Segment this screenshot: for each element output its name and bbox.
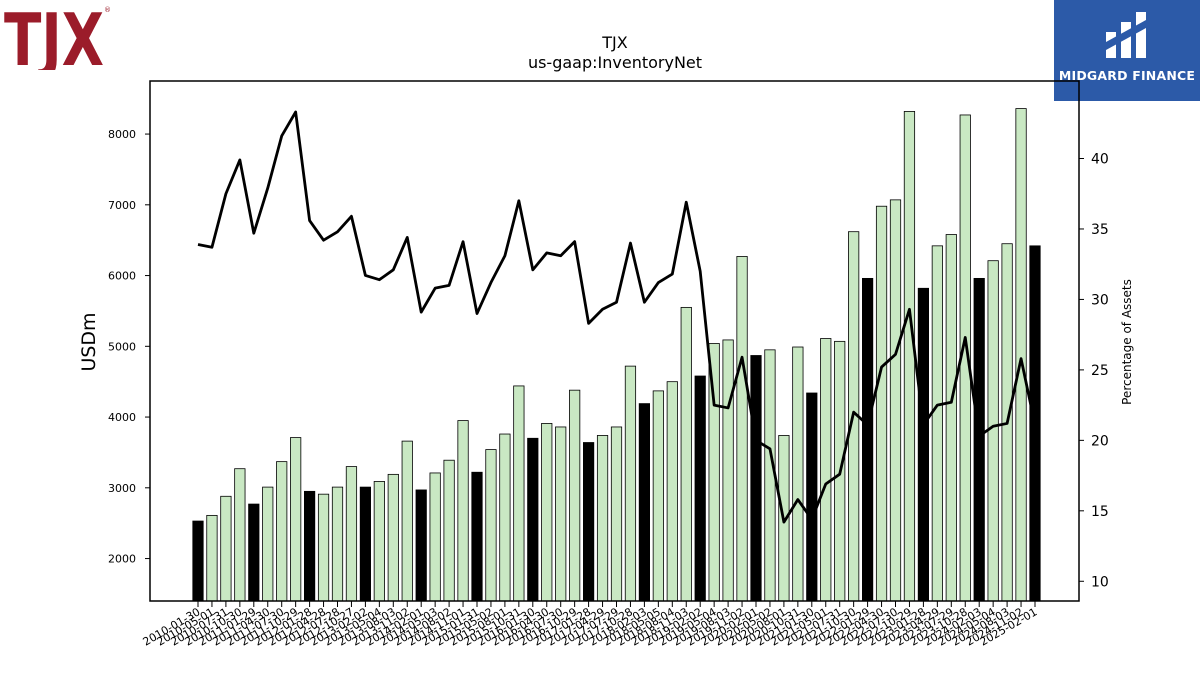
y-tick-label: 7000 [108, 199, 136, 212]
bar-2015-05-02 [485, 449, 497, 602]
bar-2017-01-28 [583, 442, 595, 602]
y2-tick-label: 10 [1091, 574, 1109, 590]
bar-2016-10-29 [569, 389, 581, 602]
bar-2013-05-04 [373, 481, 385, 602]
y2-tick-label: 15 [1091, 504, 1109, 520]
y2-tick-label: 30 [1091, 292, 1109, 308]
bar-2011-10-29 [290, 437, 302, 602]
bar-2024-11-02 [1015, 108, 1027, 602]
y-tick-label: 2000 [108, 553, 136, 566]
percentage-line [197, 110, 1037, 524]
bar-2022-04-30 [875, 205, 888, 602]
plot-frame [149, 80, 1080, 602]
bar-2015-08-01 [499, 433, 511, 602]
y2-tick-label: 40 [1091, 152, 1109, 168]
y-tick-label: 4000 [108, 411, 136, 424]
bar-2011-01-29 [248, 503, 260, 602]
midgard-logo-text: MIDGARD FINANCE [1058, 68, 1196, 83]
bar-2016-04-30 [541, 423, 553, 602]
bar-2012-10-27 [345, 466, 358, 602]
bar-2023-04-29 [931, 245, 943, 602]
bar-2020-05-02 [764, 349, 776, 602]
y2-tick-label: 35 [1091, 222, 1109, 238]
line-series [197, 110, 1037, 524]
y2-tick-label: 25 [1091, 363, 1109, 379]
bar-2016-01-30 [527, 437, 539, 602]
bar-2014-08-02 [443, 459, 455, 602]
bar-2023-07-29 [945, 234, 957, 602]
bar-2012-01-28 [303, 490, 316, 602]
bar-2022-01-29 [862, 277, 874, 602]
y-tick-label: 8000 [108, 128, 136, 141]
bar-2012-04-28 [317, 493, 330, 602]
bar-2017-07-29 [610, 426, 623, 602]
bar-2018-05-05 [652, 390, 664, 602]
bar-2018-11-03 [680, 306, 692, 602]
bar-2010-05-01 [206, 514, 218, 602]
tjx-logo: TJX ® [4, 0, 116, 82]
y2-tick-label: 20 [1091, 433, 1109, 449]
axes: 2000 3000 4000 5000 6000 7000 8000 10 15 20 25 30 35… [108, 128, 1109, 649]
bar-2010-07-31 [220, 495, 232, 602]
bar-2013-11-02 [401, 440, 413, 602]
bar-2019-02-02 [694, 375, 706, 602]
registered-mark-icon: ® [104, 6, 111, 14]
bar-2019-11-02 [736, 256, 748, 602]
bar-2013-02-02 [359, 486, 372, 602]
bar-2012-07-28 [331, 486, 344, 602]
y-axis-label: USDm [78, 312, 100, 371]
bar-2013-08-03 [387, 473, 399, 602]
bar-2021-01-30 [806, 392, 818, 602]
bar-2011-07-30 [276, 461, 288, 602]
bar-2017-04-29 [596, 435, 609, 602]
y-tick-label: 3000 [108, 482, 136, 495]
bar-2022-10-29 [903, 111, 916, 602]
bar-series [192, 108, 1041, 602]
midgard-logo-icon [1106, 12, 1146, 58]
bar-2017-10-28 [624, 365, 637, 602]
bar-2022-07-30 [889, 199, 902, 602]
bar-2019-08-03 [722, 339, 734, 602]
bar-2021-05-01 [820, 338, 832, 602]
tjx-logo-text: TJX [4, 2, 104, 70]
bar-2018-02-03 [638, 403, 651, 602]
y2-axis-label: Percentage of Assets [1120, 279, 1134, 405]
y-tick-label: 6000 [108, 270, 136, 283]
chart-title: TJX [601, 33, 627, 52]
bar-2010-01-30 [192, 520, 204, 602]
bar-2010-10-30 [234, 468, 246, 602]
chart-subtitle: us-gaap:InventoryNet [528, 53, 702, 72]
bar-2014-05-03 [429, 472, 441, 602]
bar-2024-05-04 [987, 260, 999, 602]
y-tick-label: 5000 [108, 340, 136, 353]
bar-2011-04-30 [262, 486, 274, 602]
bar-2024-02-03 [973, 277, 985, 602]
bar-2023-01-28 [917, 287, 930, 602]
bar-2016-07-30 [555, 426, 567, 602]
bar-2015-01-31 [471, 471, 483, 602]
bar-2015-10-31 [513, 385, 525, 602]
bar-2020-02-01 [750, 355, 762, 602]
bar-2014-02-01 [415, 489, 427, 602]
bar-2020-10-31 [792, 346, 804, 602]
bar-2018-08-04 [666, 381, 678, 602]
tjx-logo-mark: TJX ® [4, 0, 111, 82]
bar-2014-11-01 [457, 420, 469, 602]
